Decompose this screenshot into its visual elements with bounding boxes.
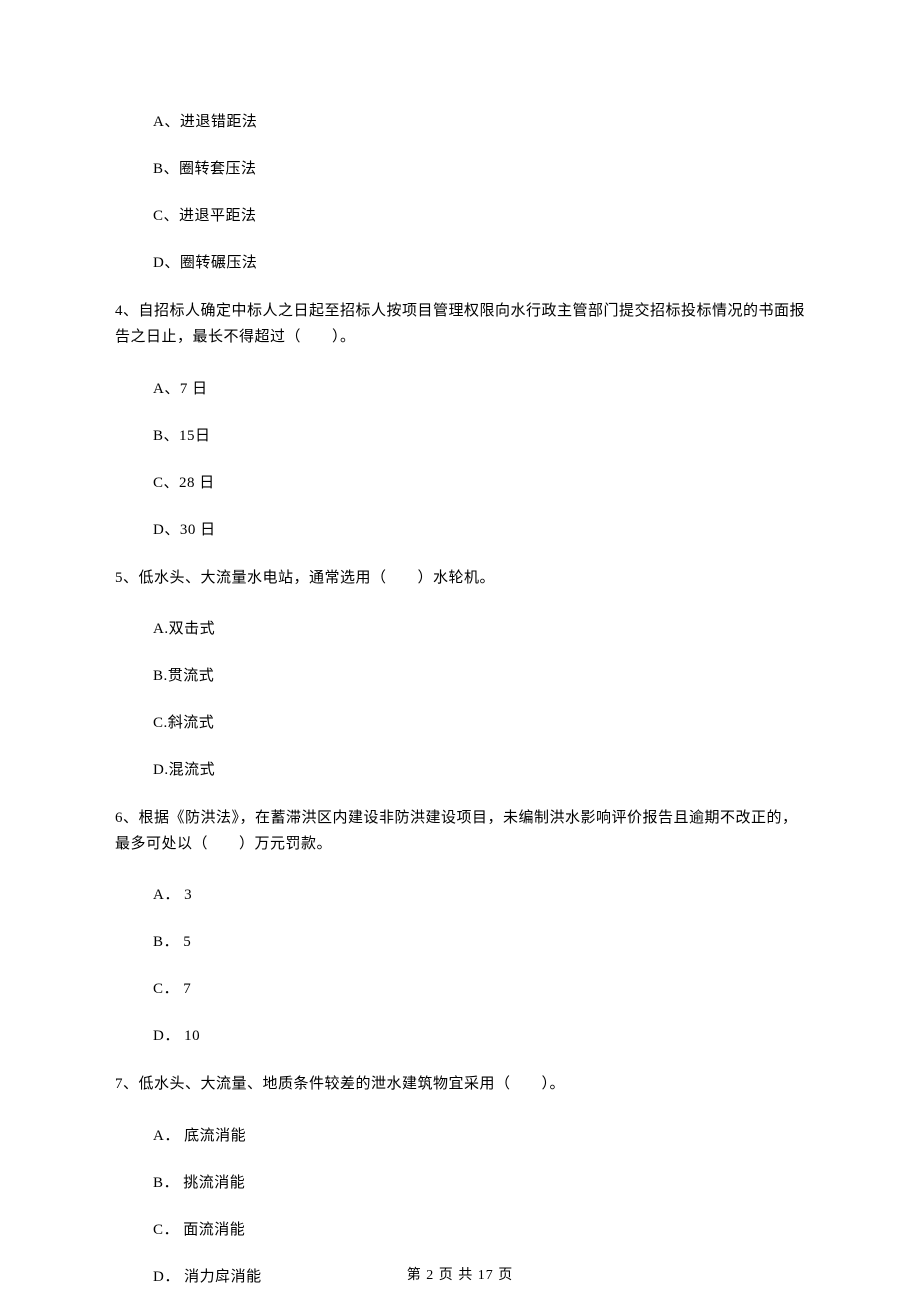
q6-option-b: B． 5 (115, 930, 805, 951)
q7-option-b: B． 挑流消能 (115, 1171, 805, 1192)
q4-option-b: B、15日 (115, 424, 805, 445)
q6-text: 6、根据《防洪法》，在蓄滞洪区内建设非防洪建设项目，未编制洪水影响评价报告且逾期… (115, 805, 805, 858)
q6-option-c: C． 7 (115, 977, 805, 998)
q7-text: 7、低水头、大流量、地质条件较差的泄水建筑物宜采用（ ）。 (115, 1071, 805, 1097)
q5-option-c: C.斜流式 (115, 711, 805, 732)
q7-option-a: A． 底流消能 (115, 1124, 805, 1145)
q3-option-a: A、进退错距法 (115, 110, 805, 131)
q3-option-b: B、圈转套压法 (115, 157, 805, 178)
q3-option-d: D、圈转碾压法 (115, 251, 805, 272)
q3-option-c: C、进退平距法 (115, 204, 805, 225)
q4-text: 4、自招标人确定中标人之日起至招标人按项目管理权限向水行政主管部门提交招标投标情… (115, 298, 805, 351)
q5-option-d: D.混流式 (115, 758, 805, 779)
q4-option-a: A、7 日 (115, 377, 805, 398)
q5-option-b: B.贯流式 (115, 664, 805, 685)
q6-option-a: A． 3 (115, 883, 805, 904)
q5-option-a: A.双击式 (115, 617, 805, 638)
page-footer: 第 2 页 共 17 页 (0, 1264, 920, 1284)
q6-option-d: D． 10 (115, 1024, 805, 1045)
q4-option-c: C、28 日 (115, 471, 805, 492)
q7-option-c: C． 面流消能 (115, 1218, 805, 1239)
q5-text: 5、低水头、大流量水电站，通常选用（ ）水轮机。 (115, 565, 805, 591)
q4-option-d: D、30 日 (115, 518, 805, 539)
